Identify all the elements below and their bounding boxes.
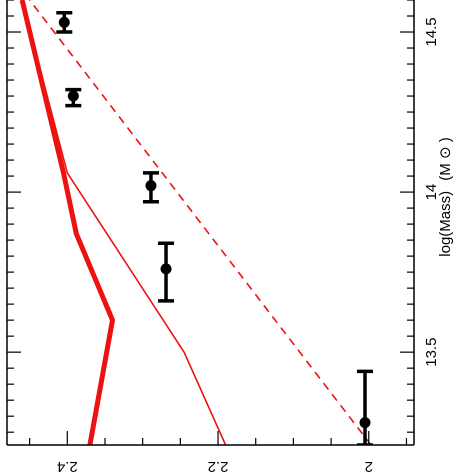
x-axis-title: log(Mass) (M ⊙ ) [436, 137, 454, 256]
x-tick-label: 13.5 [423, 338, 440, 367]
data-marker [58, 16, 70, 28]
data-marker [359, 417, 371, 429]
y-tick-label: 2 [365, 458, 373, 474]
y-tick-label: 2.2 [208, 458, 229, 474]
axis-layer: 13.5 14 14.5 2 2.2 2.4 [6, 0, 440, 474]
x-tick-label: 14 [423, 184, 440, 201]
x-axis-title-unit-close: ) [437, 137, 454, 142]
data-point-2 [158, 241, 175, 303]
data-point-4 [65, 87, 82, 108]
data-point-1 [357, 369, 374, 445]
plot-layer [19, 0, 374, 445]
x-axis-title-main: log(Mass) [437, 191, 454, 257]
data-marker [67, 90, 79, 102]
x-axis-title-unit: (M [437, 163, 454, 181]
y-tick-label: 2.4 [57, 458, 78, 474]
series-line-thin [21, 0, 227, 445]
data-point-5 [56, 11, 73, 34]
series-line-dashed [28, 0, 372, 445]
data-point-3 [142, 171, 159, 204]
x-axis-title-sun-symbol: ⊙ [436, 146, 454, 159]
data-marker [145, 180, 157, 192]
plot-area [19, 0, 374, 445]
data-marker [160, 263, 172, 275]
x-tick-label: 14.5 [423, 17, 440, 46]
series-line-thick [19, 0, 115, 445]
